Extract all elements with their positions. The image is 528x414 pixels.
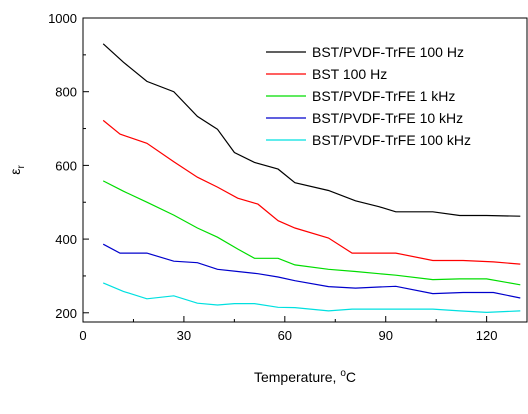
legend: BST/PVDF-TrFE 100 Hz BST 100 Hz BST/PVDF-T… bbox=[266, 44, 471, 148]
x-tick-label: 90 bbox=[378, 328, 392, 343]
series-line bbox=[102, 282, 521, 314]
y-tick-label: 200 bbox=[55, 306, 77, 321]
series-line bbox=[102, 243, 521, 299]
x-tick-label: 30 bbox=[177, 328, 191, 343]
series-lines bbox=[102, 43, 521, 314]
series-line bbox=[102, 43, 521, 217]
y-tick-label: 400 bbox=[55, 232, 77, 247]
legend-label: BST/PVDF-TrFE 100 kHz bbox=[312, 132, 471, 148]
y-tick-label: 600 bbox=[55, 158, 77, 173]
x-tick-label: 120 bbox=[476, 328, 498, 343]
plot-frame bbox=[82, 17, 528, 323]
series-line bbox=[102, 180, 521, 286]
y-tick-label: 800 bbox=[55, 85, 77, 100]
axis-ticks: 0 30 60 90 120 200 400 600 800 1000 bbox=[48, 11, 497, 343]
y-tick-label: 1000 bbox=[48, 11, 77, 26]
x-axis-label: Temperature, oC bbox=[254, 368, 356, 385]
x-tick-label: 60 bbox=[278, 328, 292, 343]
y-axis-label: εr bbox=[7, 165, 27, 175]
legend-label: BST 100 Hz bbox=[312, 66, 387, 82]
x-tick-label: 0 bbox=[79, 328, 86, 343]
legend-label: BST/PVDF-TrFE 1 kHz bbox=[312, 88, 455, 104]
legend-label: BST/PVDF-TrFE 100 Hz bbox=[312, 44, 464, 60]
legend-label: BST/PVDF-TrFE 10 kHz bbox=[312, 110, 463, 126]
series-line bbox=[102, 119, 521, 265]
